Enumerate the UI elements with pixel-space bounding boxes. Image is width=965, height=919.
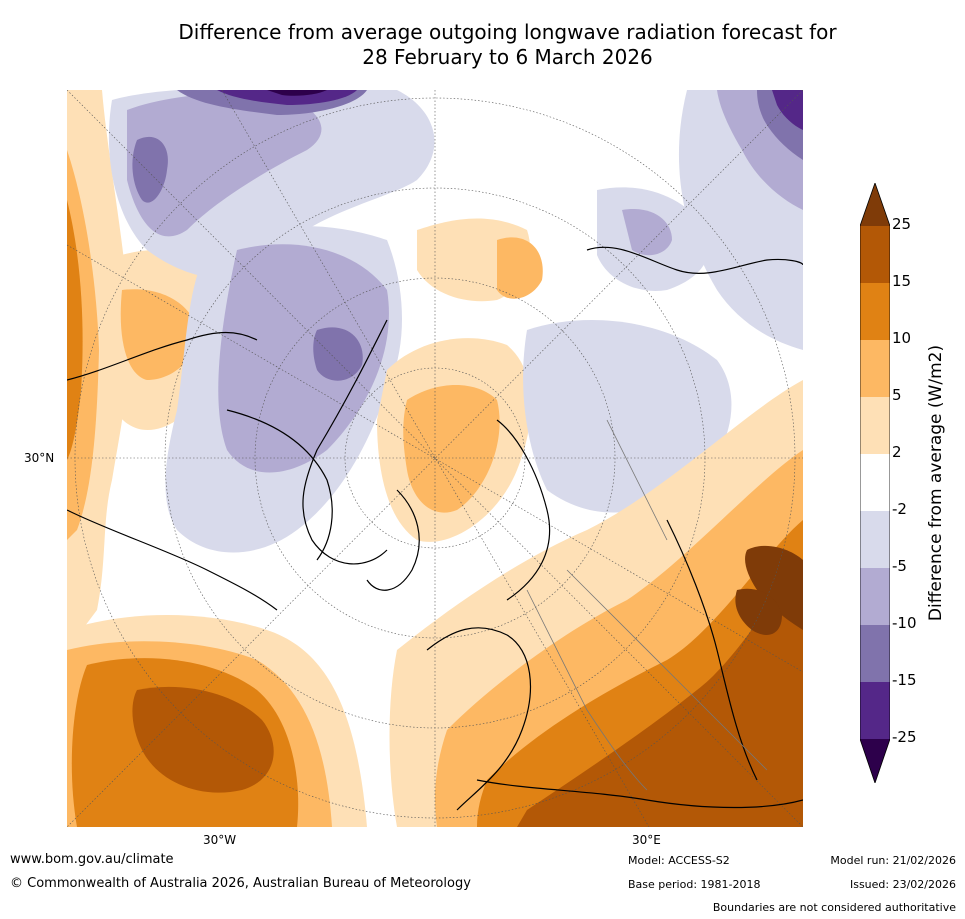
colorbar-band-10-15 [860,283,890,340]
anomaly-negative-5-10 [622,209,672,256]
colorbar-tick: -10 [892,614,917,632]
map-svg [67,90,803,827]
asia-coast [666,519,758,781]
colorbar-band-m5-m10 [860,568,890,625]
colorbar [859,181,891,785]
longitude-label-30e: 30°E [632,833,661,847]
border-line [606,419,668,541]
colorbar-band-15-25 [860,226,890,283]
scandinavia-coast [496,419,551,601]
copyright-text: © Commonwealth of Australia 2026, Austra… [10,876,471,891]
greenland-south-coast [366,489,420,591]
colorbar-extend-high [860,183,890,226]
colorbar-tick: 15 [892,272,912,290]
latitude-label-30n: 30°N [24,451,55,465]
country-borders [526,419,768,791]
anomaly-negative-15-25 [217,90,357,105]
greenland-west-coast [302,319,388,565]
colorbar-tick: -15 [892,671,917,689]
anomaly-positive-over-25 [745,545,803,630]
colorbar-band-m2-m5 [860,511,890,568]
longitude-label-30w: 30°W [203,833,237,847]
colorbar-tick: 25 [892,215,912,233]
colorbar-band-m15-m25 [860,682,890,739]
model-run-text: Model run: 21/02/2026 [830,854,956,867]
graticule [67,90,803,827]
colorbar-svg [859,181,891,785]
anomaly-positive-15-25 [517,560,803,827]
title-line-1: Difference from average outgoing longwav… [178,20,837,44]
border-line [526,589,648,791]
anomaly-negative-10-15 [132,136,168,203]
anomaly-positive-5-10 [497,237,543,299]
anomaly-positive-5-10 [120,289,197,380]
colorbar-band-2-5 [860,397,890,454]
coastlines [67,246,803,811]
colorbar-band-neutral [860,454,890,511]
disclaimer-text: Boundaries are not considered authoritat… [712,901,956,914]
latitude-circle-60 [254,277,616,639]
colorbar-tick: 10 [892,329,912,347]
colorbar-tick: -5 [892,557,907,575]
base-period-text: Base period: 1981-2018 [628,878,761,891]
website-link[interactable]: www.bom.gov.au/climate [10,852,174,867]
colorbar-title: Difference from average (W/m2) [926,344,946,622]
siberia-north-coast [586,246,803,274]
colorbar-tick: -25 [892,728,917,746]
colorbar-tick: -2 [892,500,907,518]
north-america-coast [67,509,278,611]
colorbar-tick: 2 [892,443,902,461]
anomaly-negative-5-10 [218,244,389,473]
anomaly-positive-5-10 [403,385,500,513]
anomaly-positive-15-25 [132,686,274,793]
anomaly-negative-10-15 [313,327,363,381]
anomaly-positive-over-25 [735,588,782,635]
colorbar-tick: 5 [892,386,902,404]
europe-west-coast [426,627,532,811]
anomaly-positive-10-15 [67,200,83,460]
anomaly-negative-over-25 [267,90,327,96]
anomaly-negative-5-10 [127,93,322,237]
title-line-2: 28 February to 6 March 2026 [362,45,653,69]
olr-anomaly-map [67,90,803,827]
anomaly-negative-2-5 [523,320,732,513]
border-line [566,569,768,771]
issued-text: Issued: 23/02/2026 [849,878,956,891]
map-title: Difference from average outgoing longwav… [0,20,965,70]
alaska-coast [67,331,258,381]
canada-arctic-coast [226,409,333,561]
colorbar-band-m10-m15 [860,625,890,682]
model-text: Model: ACCESS-S2 [628,854,730,867]
anomaly-negative-15-25 [772,90,803,130]
latitude-circle-70 [344,367,526,549]
mediterranean-coast [476,779,803,809]
colorbar-extend-low [860,739,890,783]
colorbar-band-5-10 [860,340,890,397]
